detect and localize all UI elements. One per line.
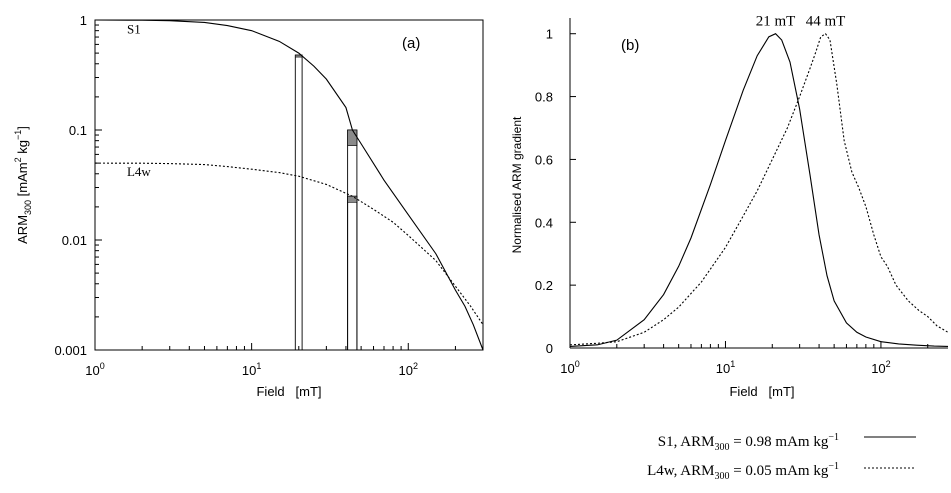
y-ticks-a: 1 0.1 0.01 0.001 xyxy=(54,13,102,358)
x-tick-label: 101 xyxy=(716,359,735,376)
interval-bar xyxy=(347,195,358,351)
series-line-s1 xyxy=(94,19,484,351)
legend: S1, ARM300 = 0.98 mAm kg−1 L4w, ARM300 =… xyxy=(647,432,916,482)
y-tick-label: 0.2 xyxy=(535,278,553,293)
series-labels-a: S1 L4w xyxy=(127,22,151,179)
panel-b: 100 101 102 00.20.40.60.81 21 mT 44 mT (b) … xyxy=(510,14,949,482)
series-line-s1 xyxy=(569,33,949,347)
legend-label-s1: S1, ARM300 = 0.98 mAm kg−1 xyxy=(658,432,839,453)
x-axis-label-a: Field [mT] xyxy=(256,384,321,399)
peak-label: 21 mT xyxy=(756,14,796,30)
series-line-l4w xyxy=(94,162,484,325)
y-tick-label: 0.8 xyxy=(535,90,553,105)
y-tick-label: 0.001 xyxy=(54,343,87,358)
series-label: S1 xyxy=(127,22,141,37)
y-tick-label: 0 xyxy=(546,341,553,356)
series-label: L4w xyxy=(127,164,151,179)
x-tick-label: 102 xyxy=(871,359,890,376)
y-tick-label: 0.4 xyxy=(535,215,553,230)
y-tick-label: 1 xyxy=(546,27,553,42)
x-tick-label: 101 xyxy=(242,361,261,378)
peak-label: 44 mT xyxy=(806,14,846,30)
bars-a xyxy=(294,54,358,351)
interval-shade xyxy=(347,195,358,203)
series-a xyxy=(94,19,484,351)
y-axis-label-a: ARM300 [mAm2 kg−1] xyxy=(13,126,33,244)
panel-label-a: (a) xyxy=(402,35,420,52)
y-tick-label: 1 xyxy=(80,13,87,28)
series-b xyxy=(569,32,949,347)
interval-bar xyxy=(347,129,358,351)
interval-shade xyxy=(347,129,358,146)
y-tick-label: 0.01 xyxy=(62,233,87,248)
panel-label-b: (b) xyxy=(621,37,639,54)
interval-bar xyxy=(294,54,303,351)
y-tick-label: 0.1 xyxy=(69,123,87,138)
y-tick-label: 0.6 xyxy=(535,152,553,167)
y-axis-label-b: Normalised ARM gradient xyxy=(510,116,524,253)
y-ticks-b: 0 0.2 0.4 0.6 0.8 1 xyxy=(535,27,576,356)
legend-entry-s1: S1, ARM300 = 0.98 mAm kg−1 xyxy=(658,432,916,453)
x-ticks-a: 100 101 102 xyxy=(85,343,484,378)
plot-frame-a xyxy=(94,19,484,351)
series-line-l4w xyxy=(569,32,949,346)
x-ticks-b: 100 101 102 xyxy=(560,341,929,376)
peak-labels-b: 21 mT 44 mT xyxy=(756,14,846,30)
panel-a: 100 101 102 1 0.1 0.01 0.001 S1 L4w (a) Field … xyxy=(13,13,484,399)
legend-label-l4w: L4w, ARM300 = 0.05 mAm kg−1 xyxy=(647,461,839,482)
x-tick-label: 100 xyxy=(560,359,579,376)
x-tick-label: 100 xyxy=(85,361,104,378)
x-tick-label: 102 xyxy=(399,361,418,378)
x-axis-label-b: Field [mT] xyxy=(729,384,794,399)
legend-entry-l4w: L4w, ARM300 = 0.05 mAm kg−1 xyxy=(647,461,916,482)
